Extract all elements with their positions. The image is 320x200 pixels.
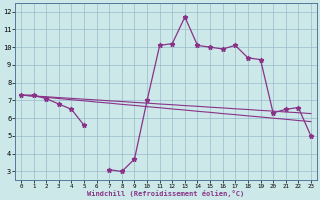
X-axis label: Windchill (Refroidissement éolien,°C): Windchill (Refroidissement éolien,°C) bbox=[87, 190, 244, 197]
